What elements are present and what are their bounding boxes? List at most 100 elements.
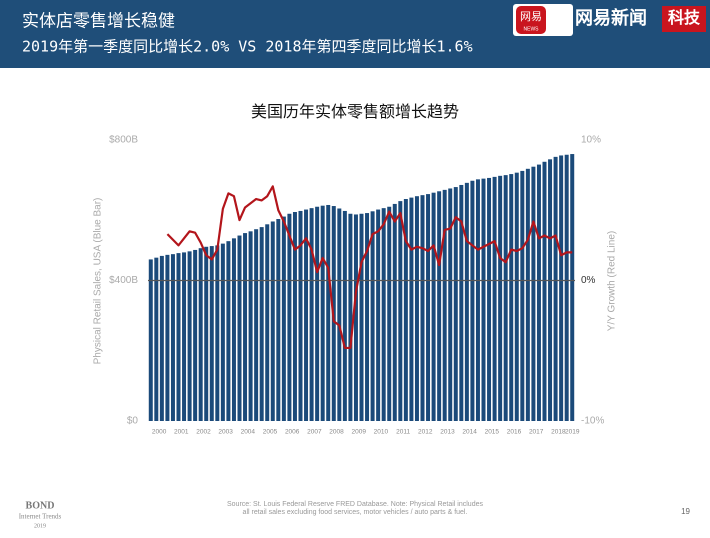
- bar: [437, 191, 442, 421]
- y-tick-label: $400B: [109, 275, 138, 286]
- x-tick-label: 2008: [329, 429, 344, 436]
- bar: [548, 159, 553, 421]
- bar: [215, 245, 220, 421]
- bar: [348, 213, 353, 421]
- header-subtitle: 2019年第一季度同比增长2.0% VS 2018年第四季度同比增长1.6%: [22, 38, 473, 56]
- x-tick-label: 2019: [565, 429, 580, 436]
- y2-tick-label: -10%: [581, 416, 604, 427]
- bar: [570, 154, 575, 422]
- x-tick-label: 2015: [485, 429, 500, 436]
- bar: [514, 172, 519, 421]
- bar: [431, 192, 436, 421]
- x-tick-label: 2011: [396, 429, 410, 436]
- x-tick-label: 2017: [529, 429, 544, 436]
- bar: [459, 184, 464, 421]
- bar: [353, 214, 358, 421]
- bar: [559, 155, 564, 421]
- bar: [448, 188, 453, 421]
- bar: [409, 197, 414, 421]
- bar: [398, 201, 403, 421]
- bar: [170, 254, 175, 421]
- y2-tick-label: 10%: [581, 135, 601, 146]
- bar: [154, 257, 159, 421]
- y2-tick-label: 0%: [581, 275, 596, 286]
- chart-title: 美国历年实体零售额增长趋势: [251, 103, 459, 121]
- x-tick-label: 2012: [418, 429, 433, 436]
- page-number: 19: [681, 507, 690, 516]
- bar: [542, 161, 547, 421]
- x-tick-label: 2000: [152, 429, 167, 436]
- bar: [315, 206, 320, 421]
- bar: [481, 178, 486, 421]
- x-tick-label: 2006: [285, 429, 300, 436]
- bar: [520, 170, 525, 421]
- bar: [309, 208, 314, 421]
- bar: [326, 204, 331, 421]
- bar: [204, 246, 209, 421]
- bar: [148, 259, 153, 421]
- bar: [182, 252, 187, 421]
- bar: [453, 187, 458, 421]
- bar: [414, 196, 419, 421]
- x-tick-label: 2010: [374, 429, 389, 436]
- brand: BOND: [26, 500, 55, 511]
- bar: [165, 254, 170, 421]
- logo-badge-text: 网易: [520, 10, 542, 23]
- bar: [337, 208, 342, 421]
- logo-badge-sub: NEWS: [524, 26, 540, 32]
- growth-line: [166, 185, 573, 350]
- bar: [536, 164, 541, 421]
- bar: [193, 249, 198, 421]
- x-tick-label: 2001: [174, 429, 189, 436]
- x-tick-label: 2002: [196, 429, 211, 436]
- x-tick-label: 2004: [241, 429, 256, 436]
- x-tick-label: 2007: [307, 429, 322, 436]
- bar: [276, 219, 281, 421]
- bar: [531, 166, 536, 421]
- bar: [320, 205, 325, 421]
- source-line: all retail sales excluding food services…: [243, 509, 468, 516]
- bar: [420, 195, 425, 421]
- bar: [359, 213, 364, 421]
- bar: [464, 182, 469, 421]
- bar: [265, 224, 270, 421]
- bar: [281, 216, 286, 421]
- brand: 2019: [34, 523, 46, 529]
- bar: [564, 154, 569, 421]
- bar: [270, 221, 275, 421]
- bar: [287, 213, 292, 421]
- bar: [376, 209, 381, 421]
- bar: [392, 203, 397, 421]
- y-tick-label: $800B: [109, 135, 138, 146]
- bar: [403, 199, 408, 421]
- x-tick-label: 2018: [551, 429, 566, 436]
- x-tick-label: 2014: [462, 429, 477, 436]
- source-line: Source: St. Louis Federal Reserve FRED D…: [227, 501, 484, 508]
- bar: [209, 246, 214, 421]
- bar: [226, 241, 231, 421]
- bar: [187, 251, 192, 421]
- bar: [509, 174, 514, 421]
- bar: [498, 175, 503, 421]
- bar: [198, 248, 203, 421]
- bar: [342, 210, 347, 421]
- bar: [487, 177, 492, 421]
- bar: [243, 233, 248, 421]
- bar: [525, 168, 530, 421]
- bar: [231, 238, 236, 421]
- y-axis-label: Physical Retail Sales, USA (Blue Bar): [93, 198, 104, 365]
- x-tick-label: 2003: [218, 429, 233, 436]
- logo-badge: [516, 6, 546, 34]
- bar: [470, 180, 475, 421]
- x-tick-label: 2013: [440, 429, 455, 436]
- logo-name: 网易新闻: [575, 7, 647, 28]
- bar: [292, 212, 297, 421]
- logo-tag-bg: [662, 6, 706, 32]
- bar: [370, 211, 375, 421]
- bar: [426, 194, 431, 421]
- header-band: [0, 0, 710, 68]
- bar: [248, 231, 253, 421]
- bar: [259, 227, 264, 421]
